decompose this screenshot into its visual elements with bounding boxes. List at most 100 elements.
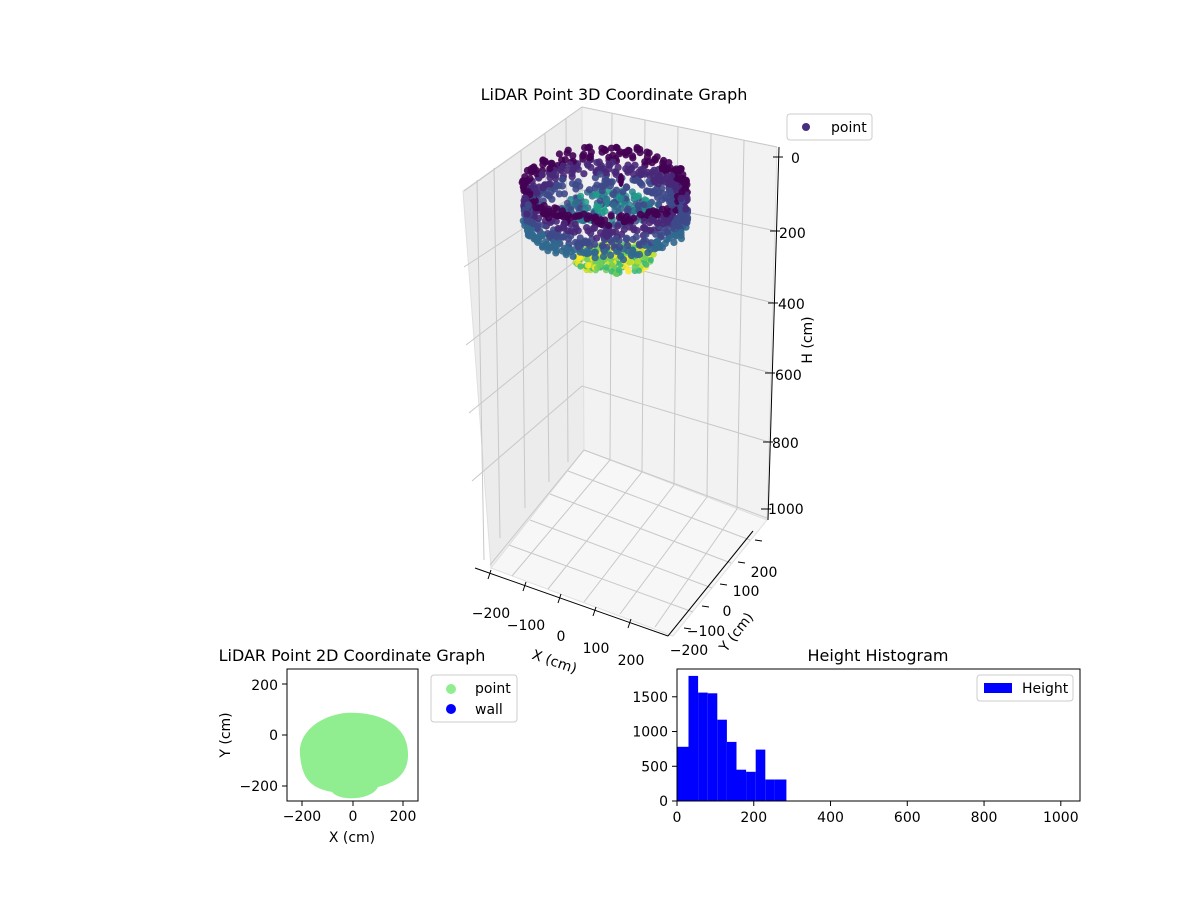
y-tick-label: 200 [751, 565, 778, 581]
legend-wall-marker [446, 704, 456, 714]
cloud-point [545, 214, 552, 221]
cloud-point [553, 205, 560, 212]
cloud-point [604, 198, 611, 205]
cloud-point [529, 232, 536, 239]
cloud-point [654, 220, 661, 227]
plot-3d-title: LiDAR Point 3D Coordinate Graph [481, 85, 748, 104]
cloud-point [608, 145, 615, 152]
cloud-point [643, 149, 650, 156]
cloud-point [602, 208, 609, 215]
cloud-point [601, 216, 608, 223]
z-tick-label: 1000 [768, 502, 804, 518]
cloud-point [625, 205, 632, 212]
cloud-point [647, 200, 654, 207]
plot-histogram: Height Histogram 0 200 400 600 800 1000 05001… [632, 646, 1080, 826]
histogram-bar [677, 747, 689, 801]
y-tick-label: 200 [251, 678, 278, 694]
histogram-bar [717, 720, 727, 801]
cloud-point [556, 190, 563, 197]
cloud-point [556, 150, 563, 157]
cloud-point [681, 217, 688, 224]
figure-canvas: LiDAR Point 3D Coordinate Graph −200 −10… [0, 0, 1200, 900]
x-tick-label: 200 [618, 653, 645, 669]
cloud-point [668, 172, 675, 179]
cloud-point [576, 212, 583, 219]
cloud-point [572, 201, 579, 208]
cloud-point [627, 259, 633, 265]
cloud-point [677, 176, 684, 183]
cloud-point [524, 211, 531, 218]
y-tick-label: 0 [269, 728, 278, 744]
cloud-point [555, 212, 562, 219]
cloud-point [546, 165, 553, 172]
x-tick-label: 100 [583, 641, 610, 657]
histogram-bar [737, 770, 747, 801]
cloud-point [539, 171, 546, 178]
z-tick-label: 200 [779, 226, 806, 242]
histogram-bar [756, 750, 766, 801]
cloud-point [633, 233, 640, 240]
cloud-point [613, 235, 620, 242]
cloud-point [639, 182, 646, 189]
y-tick [755, 540, 762, 541]
cloud-point [591, 249, 598, 256]
histogram-y-tick-labels: 050010001500 [632, 690, 668, 810]
cloud-point [586, 144, 593, 151]
cloud-point [609, 262, 615, 268]
cloud-point [581, 239, 588, 246]
cloud-point [583, 248, 590, 255]
histogram-title: Height Histogram [808, 646, 949, 665]
x-tick [488, 570, 491, 579]
cloud-point [526, 175, 533, 182]
z-tick-label: 0 [791, 151, 800, 167]
cloud-point [636, 251, 643, 258]
plot-2d-x-label: X (cm) [329, 830, 375, 846]
legend-height-label: Height [1022, 681, 1069, 697]
x-tick-label: 200 [390, 809, 417, 825]
cloud-point [609, 159, 616, 166]
plot-2d-y-label: Y (cm) [218, 712, 234, 758]
y-tick-label: −100 [687, 624, 725, 640]
cloud-point [524, 218, 531, 225]
cloud-point [666, 187, 673, 194]
cloud-point [568, 227, 575, 234]
cloud-point [643, 187, 650, 194]
x-tick-label: −100 [507, 618, 545, 634]
cloud-point [660, 220, 667, 227]
x-tick-label: 200 [740, 810, 767, 826]
cloud-point [641, 224, 648, 231]
cloud-point [682, 206, 689, 213]
cloud-point [591, 241, 598, 248]
cloud-point [647, 246, 654, 253]
cloud-point [554, 233, 561, 240]
cloud-point [673, 215, 680, 222]
histogram-bar [727, 742, 737, 801]
y-tick [702, 606, 709, 607]
y-tick-label: −200 [240, 779, 278, 795]
plot-2d-x-tick-labels: −200 0 200 [283, 809, 417, 825]
y-tick [720, 584, 727, 585]
histogram-x-tick-labels: 0 200 400 600 800 1000 [673, 810, 1079, 826]
cloud-point [633, 193, 640, 200]
cloud-point [566, 161, 573, 168]
cloud-point [593, 192, 600, 199]
cloud-point [575, 178, 582, 185]
cloud-point [577, 193, 584, 200]
cloud-point [603, 264, 609, 270]
cloud-point [626, 224, 633, 231]
cloud-point [618, 195, 625, 202]
cloud-point [534, 239, 541, 246]
histogram-bar [689, 676, 699, 801]
z-axis-label: H (cm) [800, 316, 816, 363]
cloud-point [541, 202, 548, 209]
x-tick-label: −200 [283, 809, 321, 825]
cloud-point [525, 201, 532, 208]
cloud-point [618, 173, 624, 187]
legend-3d: point [787, 114, 872, 140]
cloud-point [625, 147, 632, 154]
cloud-point [593, 181, 600, 188]
cloud-point [548, 196, 555, 203]
cloud-point [623, 236, 630, 243]
cloud-point [608, 212, 615, 219]
x-tick [593, 607, 596, 616]
